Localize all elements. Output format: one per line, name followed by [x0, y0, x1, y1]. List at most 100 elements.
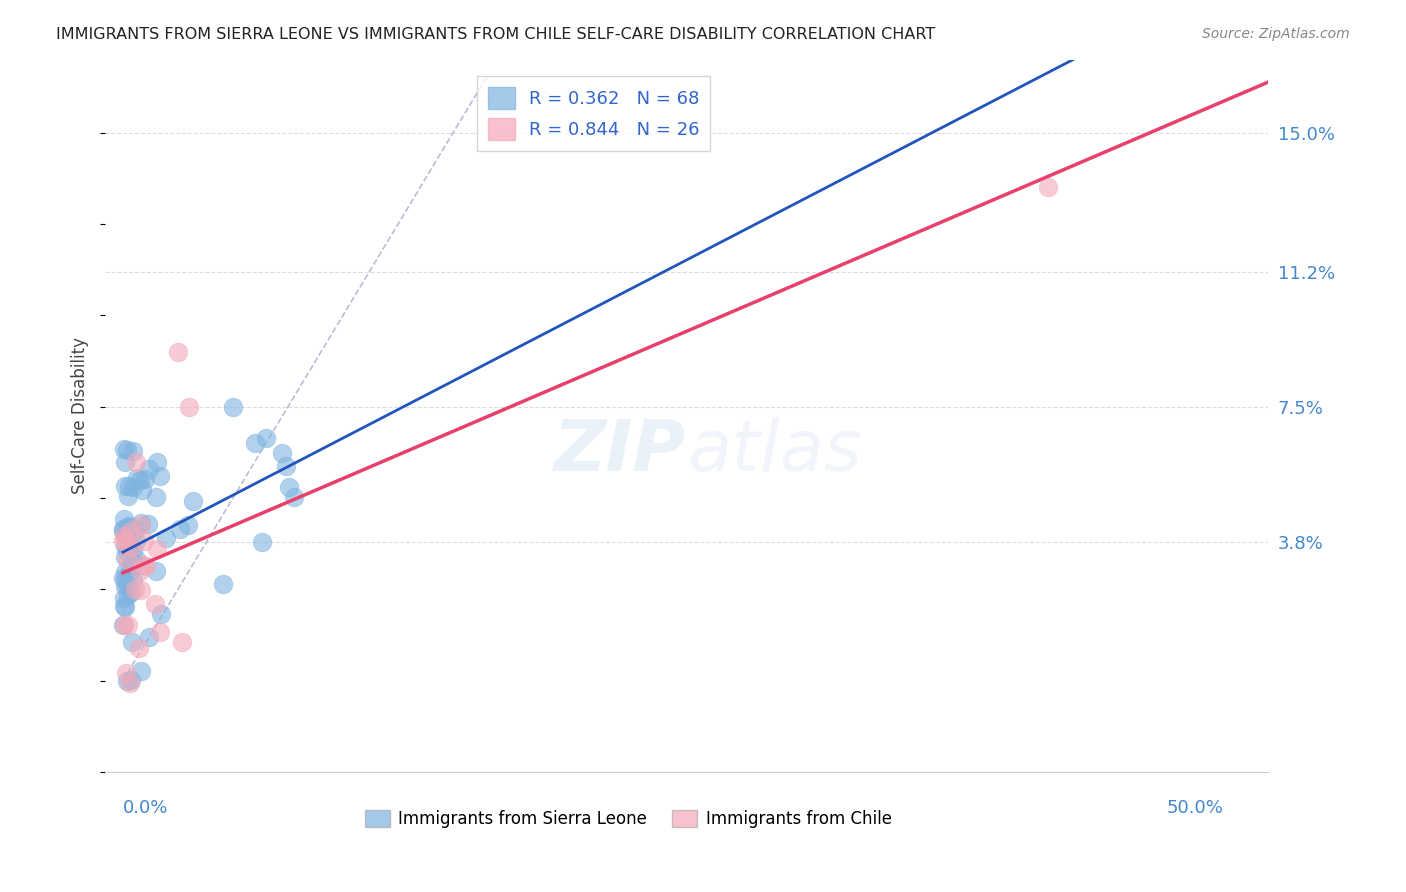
Point	[212, 576, 235, 591]
Point	[128, 558, 150, 572]
Point	[121, 635, 143, 649]
Point	[221, 400, 243, 414]
Point	[115, 673, 138, 688]
Text: IMMIGRANTS FROM SIERRA LEONE VS IMMIGRANTS FROM CHILE SELF-CARE DISABILITY CORRE: IMMIGRANTS FROM SIERRA LEONE VS IMMIGRAN…	[56, 27, 935, 42]
Point	[120, 564, 142, 578]
Point	[115, 442, 138, 457]
Point	[127, 471, 149, 485]
Text: atlas: atlas	[686, 417, 862, 486]
Point	[125, 551, 148, 566]
Point	[131, 664, 153, 678]
Point	[115, 520, 138, 534]
Point	[112, 511, 135, 525]
Point	[129, 517, 152, 532]
Point	[118, 537, 141, 551]
Point	[143, 597, 166, 611]
Text: 0.0%: 0.0%	[122, 799, 169, 817]
Point	[118, 519, 141, 533]
Point	[117, 490, 139, 504]
Point	[114, 455, 136, 469]
Point	[120, 584, 142, 599]
Point	[250, 534, 273, 549]
Point	[134, 471, 156, 485]
Point	[283, 490, 305, 504]
Point	[120, 558, 142, 572]
Point	[115, 543, 138, 558]
Point	[120, 673, 142, 687]
Y-axis label: Self-Care Disability: Self-Care Disability	[72, 337, 89, 494]
Point	[132, 558, 155, 572]
Point	[181, 494, 204, 508]
Point	[114, 539, 136, 553]
Point	[132, 533, 155, 548]
Point	[278, 480, 301, 494]
Text: 50.0%: 50.0%	[1167, 799, 1223, 817]
Point	[117, 552, 139, 566]
Point	[270, 446, 292, 460]
Point	[254, 431, 277, 445]
Point	[129, 473, 152, 487]
Point	[149, 624, 172, 639]
Point	[243, 436, 266, 450]
Point	[125, 455, 148, 469]
Point	[172, 635, 194, 649]
Point	[112, 618, 135, 632]
Point	[120, 524, 142, 538]
Point	[120, 540, 142, 554]
Point	[150, 607, 173, 621]
Point	[114, 442, 136, 457]
Point	[138, 517, 160, 532]
Point	[122, 444, 145, 458]
Point	[122, 480, 145, 494]
Point	[114, 566, 136, 580]
Point	[122, 573, 145, 587]
Point	[114, 579, 136, 593]
Point	[114, 479, 136, 493]
Point	[167, 344, 190, 359]
Point	[145, 564, 167, 578]
Point	[112, 599, 135, 613]
Legend: Immigrants from Sierra Leone, Immigrants from Chile: Immigrants from Sierra Leone, Immigrants…	[359, 804, 898, 835]
Point	[129, 516, 152, 530]
Point	[114, 617, 136, 632]
Point	[169, 522, 191, 536]
Point	[138, 630, 160, 644]
Point	[124, 582, 146, 597]
Point	[149, 468, 172, 483]
Point	[1036, 180, 1059, 194]
Point	[112, 591, 135, 606]
Point	[114, 573, 136, 587]
Point	[121, 556, 143, 570]
Point	[122, 543, 145, 558]
Text: Source: ZipAtlas.com: Source: ZipAtlas.com	[1202, 27, 1350, 41]
Point	[117, 618, 139, 632]
Point	[124, 523, 146, 537]
Point	[131, 483, 153, 498]
Point	[274, 459, 297, 474]
Text: ZIP: ZIP	[554, 417, 686, 486]
Point	[118, 479, 141, 493]
Point	[112, 524, 135, 538]
Point	[124, 533, 146, 548]
Point	[112, 529, 135, 543]
Point	[112, 522, 135, 536]
Point	[145, 491, 167, 505]
Point	[114, 549, 136, 564]
Point	[155, 531, 177, 545]
Point	[135, 559, 157, 574]
Point	[114, 600, 136, 615]
Point	[146, 542, 169, 557]
Point	[118, 676, 141, 690]
Point	[176, 517, 198, 532]
Point	[112, 571, 135, 585]
Point	[112, 533, 135, 548]
Point	[129, 564, 152, 578]
Point	[115, 579, 138, 593]
Point	[129, 582, 152, 597]
Point	[146, 455, 169, 469]
Point	[115, 533, 138, 548]
Point	[128, 640, 150, 655]
Point	[115, 665, 138, 680]
Point	[177, 400, 200, 414]
Point	[117, 588, 139, 602]
